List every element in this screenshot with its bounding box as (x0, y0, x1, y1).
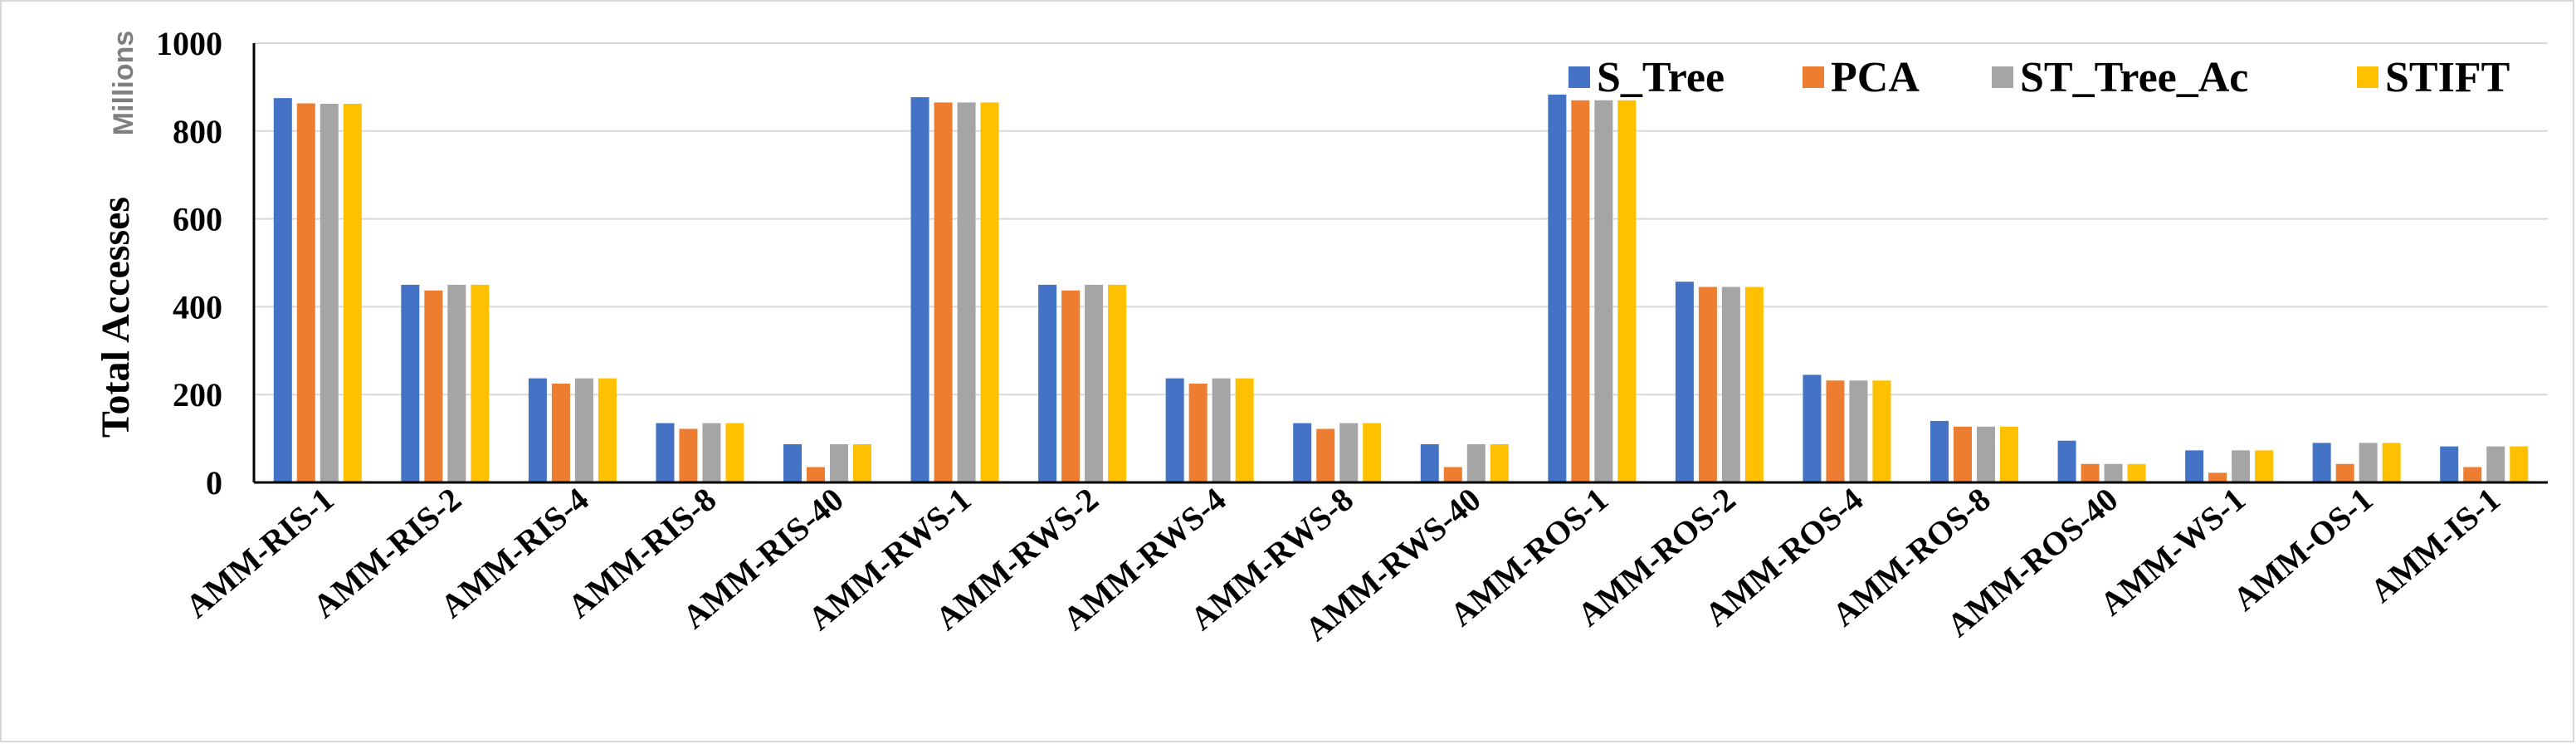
bar (1698, 286, 1717, 482)
bar (447, 284, 466, 482)
legend-label: S_Tree (1597, 54, 1725, 101)
bars (273, 94, 2529, 483)
bar (2486, 446, 2505, 482)
bar (2081, 463, 2100, 482)
bar (2255, 450, 2274, 482)
bar (2000, 426, 2018, 482)
bar (2359, 443, 2378, 482)
bar (1617, 100, 1637, 483)
bar (574, 378, 593, 482)
bar (679, 428, 698, 482)
bar (2104, 463, 2123, 482)
bar (980, 102, 999, 482)
legend-swatch (1992, 66, 2013, 88)
bar (1108, 284, 1127, 482)
bar (273, 98, 292, 482)
bar (830, 443, 848, 482)
bar (320, 104, 339, 482)
bar (1061, 290, 1081, 482)
bar (1038, 284, 1057, 482)
bar (528, 378, 547, 482)
y-axis-label: Total Accesses (94, 197, 138, 438)
bar (471, 284, 490, 482)
legend-label: STIFT (2385, 54, 2510, 101)
bar (2335, 463, 2354, 482)
bar (1490, 443, 1509, 482)
bar (1212, 378, 1231, 482)
bar (2185, 450, 2204, 482)
bar (1954, 426, 1972, 482)
bar (2312, 443, 2331, 482)
gridlines (254, 42, 2548, 396)
y-units-label: Millions (108, 31, 139, 136)
legend: S_Tree PCA ST_Tree_Ac STIFT (1569, 54, 2510, 101)
bar (934, 102, 953, 482)
y-tick-label: 1000 (156, 25, 222, 62)
bar (1744, 286, 1764, 482)
y-tick-label: 600 (173, 201, 222, 238)
bar (702, 423, 721, 482)
legend-label: PCA (1831, 54, 1920, 101)
bar (1466, 443, 1486, 482)
bar (296, 103, 315, 483)
bar (1594, 100, 1613, 483)
bar (1316, 428, 1335, 482)
bar (2510, 446, 2529, 482)
bar (2057, 440, 2076, 482)
bar (1443, 467, 1462, 482)
legend-swatch (1803, 66, 1824, 88)
bar (1872, 380, 1891, 482)
y-tick-label: 800 (173, 113, 222, 150)
bar (1339, 423, 1359, 482)
bar (1571, 100, 1590, 483)
bar (1675, 281, 1694, 482)
bar (2440, 446, 2459, 482)
bar (1085, 284, 1104, 482)
bar (1363, 423, 1382, 482)
bar (725, 423, 744, 482)
bar (1235, 378, 1254, 482)
bar (1188, 383, 1208, 482)
bar (2208, 472, 2227, 482)
bar (401, 284, 420, 482)
bar (957, 102, 976, 482)
bar (1293, 423, 1312, 482)
bar (1849, 380, 1868, 482)
bar (1165, 378, 1184, 482)
bar (656, 423, 675, 482)
bar (1548, 94, 1567, 482)
bar (343, 104, 362, 482)
bar (1803, 374, 1822, 482)
bar (1826, 380, 1845, 482)
bar (853, 443, 871, 482)
y-tick-label: 400 (173, 288, 222, 326)
y-tick-label: 0 (206, 464, 222, 502)
y-tick-label: 200 (173, 376, 222, 414)
y-tick-labels: 0 200 400 600 800 1000 (156, 25, 222, 502)
bar (551, 383, 570, 482)
bar (783, 443, 802, 482)
bar (1420, 443, 1439, 482)
bar (1977, 426, 1995, 482)
bar (2127, 463, 2146, 482)
bar (2232, 450, 2251, 482)
axes (252, 43, 2548, 484)
bar (424, 290, 443, 482)
bar (1721, 286, 1740, 482)
bar (598, 378, 617, 482)
bar (807, 467, 825, 482)
bar (910, 97, 929, 482)
bar (2382, 443, 2401, 482)
legend-swatch (1569, 66, 1590, 88)
bar (1930, 420, 1949, 482)
legend-label: ST_Tree_Ac (2020, 54, 2248, 101)
legend-swatch (2357, 66, 2378, 88)
bar (2463, 467, 2482, 482)
